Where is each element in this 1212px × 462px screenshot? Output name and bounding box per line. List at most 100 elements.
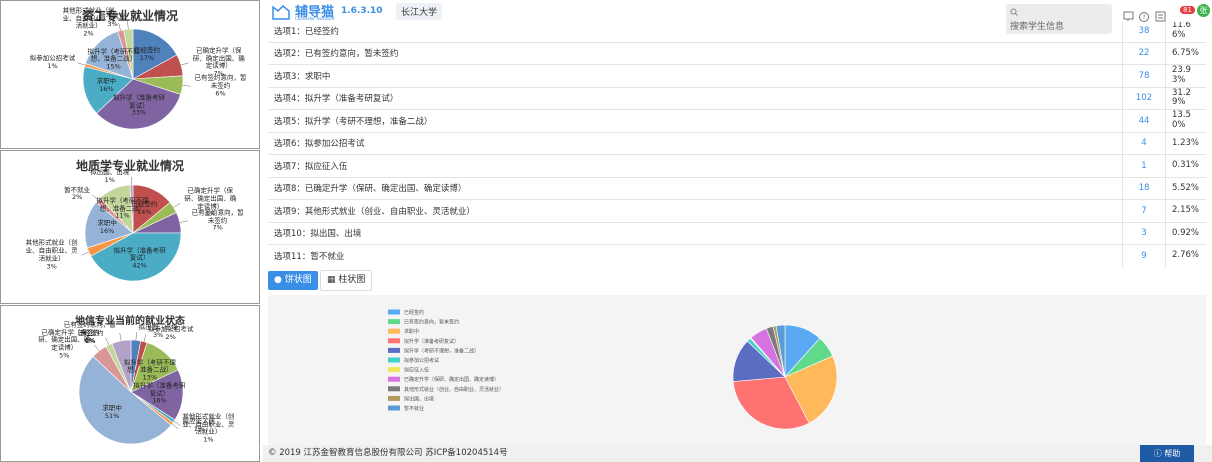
user-avatar[interactable]: 张 [1197,4,1210,17]
legend-label: 拟参加公招考试 [404,357,439,364]
percent-label: 17% [139,54,155,63]
category-name: 已确定升学（保研、确定出国、确定读博） [184,186,237,210]
logo-text: 辅导猫 [295,5,335,20]
school-button[interactable]: 长江大学 [396,3,443,20]
percent-label: 1% [104,176,115,185]
pie-slice [784,355,838,424]
footer: © 2019 江苏金智教育信息股份有限公司 苏ICP备10204514号 ⓘ 帮… [263,445,1212,462]
category-name: 拟参加公招考试 [147,325,194,334]
pie-slice [96,78,181,130]
option-count: 44 [1122,109,1166,132]
chart-title: 资工专业就业情况 [81,9,178,23]
table-row: 选项3：求职中 78 23.93% [268,64,1206,87]
percent-label: 1% [193,424,205,433]
slice-label: 已经签约 2% [77,329,103,346]
percent-label: 1% [203,435,214,444]
table-row: 选项7：拟应征入伍 1 0.31% [268,154,1206,177]
category-name: 已有签约意向，暂未签约 [191,208,244,224]
category-name: 其他形式就业（创业、自由职业、灵活就业） [182,412,235,436]
leader-line [77,62,86,66]
percent-label: 4% [205,209,216,218]
bar-button[interactable]: ▦ 柱状图 [320,270,373,291]
pie-slice [82,66,134,114]
slice-label: 暂不就业 2% [64,186,90,203]
option-count: 102 [1122,86,1166,110]
category-name: 拟升学（准备考研复试） [112,93,165,109]
pie-slice [84,201,134,249]
category-name: 拟升学（考研不理想，准备二战） [123,357,176,374]
legend-swatch [388,319,400,325]
option-percent: 23.93% [1165,64,1206,87]
search-box[interactable]: 搜索学生信息 [1006,4,1112,34]
slice-label: 拟升学（考研不理想，准备二战） 15% [86,47,142,71]
slice-label: 已确定升学（保研、确定出国、确定读博） 5% [36,327,92,360]
category-name: 已确定升学（保研、确定出国、确定读博） [38,327,91,352]
slice-label: 已有签约意向，暂未签约 6% [62,321,118,344]
chart-panel: 资工专业就业情况 已经签约 17% 已确定升学（保研、确定出国、确定读博） 7% 已有签… [0,0,260,149]
option-label: 选项4：拟升学（准备考研复试） [268,86,1123,110]
legend-swatch [388,357,400,363]
slice-label: 拟升学（考研不理想，准备二战） 13% [122,357,178,382]
result-table: 选项1：已经签约 38 11.66% 选项2：已有签约意向，暂未签约 22 6.75% 选项… [268,19,1206,267]
slice-label: 拟参加公招考试 2% [147,325,194,342]
category-name: 拟应征入伍 [182,416,216,425]
pie-slice [775,324,786,378]
percent-label: 7% [213,69,224,78]
table-row: 选项5：拟升学（考研不理想，准备二战） 44 13.50% [268,109,1206,132]
category-name: 拟出国、出境 [138,323,178,332]
leader-line [173,421,181,426]
leader-line [94,344,100,352]
version: 1.6.3.10 [341,6,383,16]
legend-swatch [388,395,400,401]
chart-title: 地信专业当前的就业状态 [75,316,185,327]
chart-title: 地质学专业就业情况 [75,159,184,173]
pie-slice [78,355,172,445]
leader-line [105,337,110,346]
pie-button[interactable]: ● 饼状图 [268,271,318,290]
leader-line [143,333,147,342]
percent-label: 6% [215,89,226,98]
percent-label: 7% [212,223,223,232]
chart-area: 已经签约 已有签约意向，暂未签约 求职中 拟升学（准备考研复试） 拟升学（考研不理想，准… [268,295,1206,445]
table-row: 选项2：已有签约意向，暂未签约 22 6.75% [268,41,1206,65]
slice-label: 拟出国、出境 3% [139,324,178,340]
category-name: 已经签约 [133,46,160,55]
option-label: 选项11：暂不就业 [268,244,1123,267]
pie-chart [77,21,191,130]
slice-label: 求职中 51% [102,405,122,422]
option-percent: 2.76% [1165,244,1206,267]
help-button[interactable]: ⓘ 帮助 [1140,445,1194,462]
button-label: 饼状图 [284,275,312,285]
slice-label: 拟升学（准备考研复试） 42% [112,245,168,270]
option-count: 3 [1122,221,1166,245]
legend-label: 其他形式就业（创业、自由职业、灵活就业） [404,386,504,393]
option-count: 1 [1122,154,1166,177]
percent-label: 51% [104,412,120,421]
category-name: 拟升学（准备考研复试） [113,245,166,262]
legend-label: 拟升学（考研不理想，准备二战） [404,347,479,354]
category-name: 其他形式就业（创业、自由职业、灵活就业） [25,238,78,263]
legend-swatch [388,338,400,344]
option-label: 选项1：已经签约 [268,19,1123,42]
notification-badge[interactable]: 81 [1180,6,1195,14]
logo-subtitle: Counselor Assistant [295,16,335,21]
legend-swatch [388,405,400,411]
pie-slice [90,232,182,282]
help-label: 帮助 [1164,449,1181,458]
leader-line [173,202,181,208]
slice-label: 已有签约意向，暂未签约 7% [190,208,246,232]
option-count: 18 [1122,176,1166,200]
leader-line [135,332,137,341]
option-count: 4 [1122,131,1166,155]
legend-label: 拟出国、出境 [404,395,434,402]
chart-panel: 地质学专业就业情况 已经签约 14% 已确定升学（保研、确定出国、确定读博） 4% 已有… [0,150,260,304]
slice-label: 求职中 16% [97,77,117,94]
category-name: 拟升学（准备考研复试） [133,381,186,397]
leader-line [171,423,179,429]
option-label: 选项3：求职中 [268,64,1123,87]
leader-line [180,62,189,66]
leader-line [92,194,99,201]
option-count: 22 [1122,41,1166,65]
legend-swatch [388,328,400,334]
percent-label: 3% [107,20,118,29]
